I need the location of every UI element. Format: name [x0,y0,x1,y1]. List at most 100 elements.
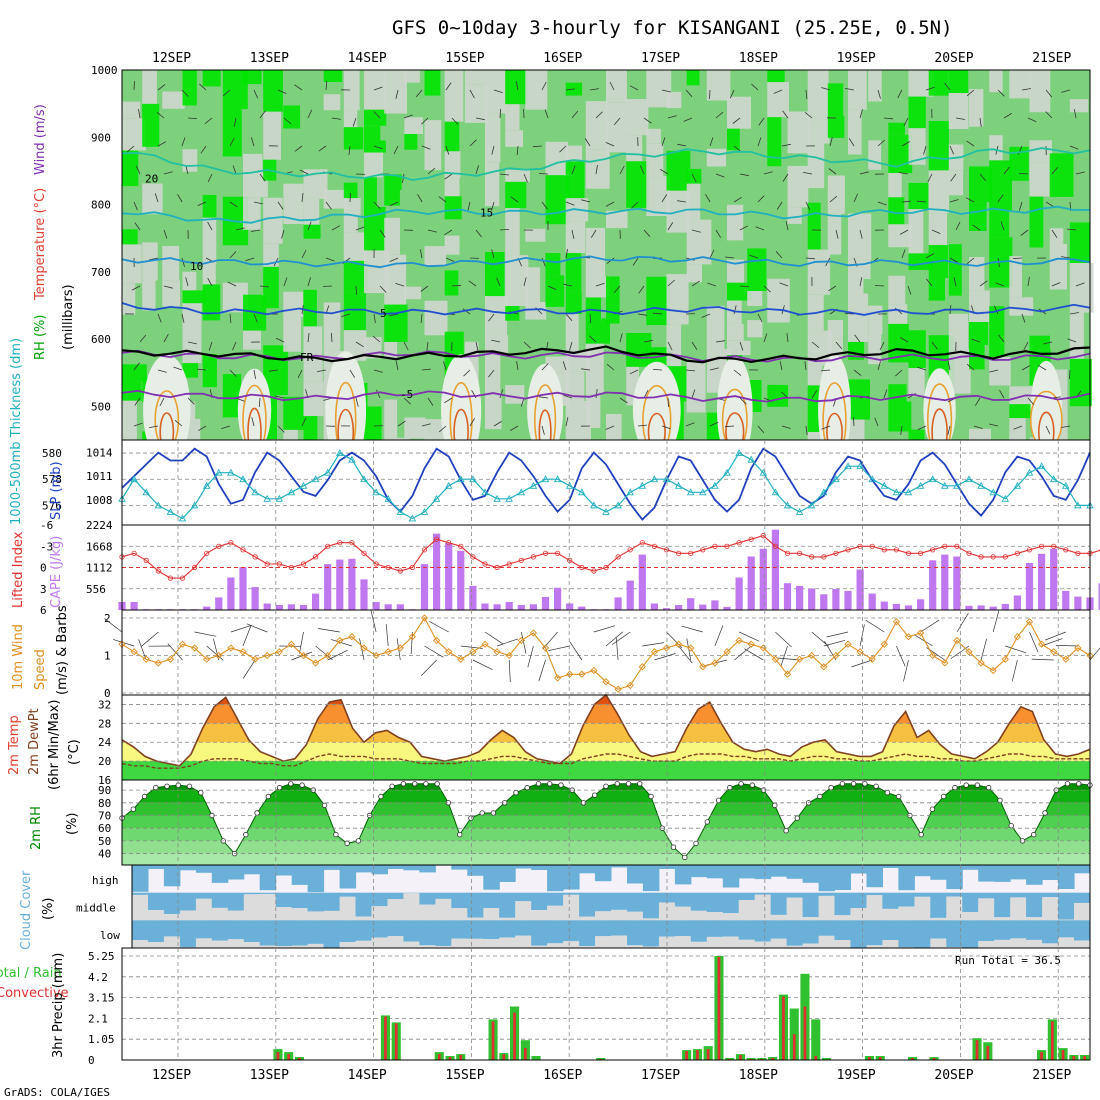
wind-barb [1023,341,1029,351]
rh-cell [706,148,726,167]
wind-barb [370,610,377,633]
thickness-point [723,468,731,476]
rh-cell [827,116,845,138]
wind-barb [403,114,413,119]
lifted-tick-label: 6 [40,604,47,617]
cloud-cell [163,892,181,915]
rh-cell [303,381,324,417]
cloud-cell [323,892,341,911]
cloud-cell [802,892,820,918]
wind-barb [157,84,166,91]
wind-barb [547,285,557,290]
wind-barb [973,425,983,429]
wind-barb [859,229,863,239]
cloud-cell [722,865,740,888]
wind-barb [859,624,865,647]
wind-speed-point [674,640,683,648]
wind-barb [1075,282,1085,287]
wind-barb [181,89,189,97]
wind-barb [138,639,147,661]
wind-barb [389,201,399,207]
rh-cell [545,141,569,176]
thickness-point [977,481,985,489]
precip-convective-bar [524,1048,527,1060]
wind-barb [429,621,449,633]
wind-barb [900,425,903,435]
cloud-cell [132,892,149,895]
wind-barb [133,422,143,427]
cloud-cell [946,865,963,890]
lifted-point [567,557,573,564]
precip-panel [122,948,1090,1060]
date-label-bottom: 20SEP [934,1068,973,1083]
cloud-cell [834,920,851,940]
wind-barb [605,201,615,207]
wind-barb [426,341,429,351]
wind-speed-point [844,640,852,648]
cloud-cell [148,892,165,911]
rh-point [299,782,305,788]
cloud-cell [499,892,516,918]
wind-barb [661,137,666,147]
wind-barb [972,224,981,231]
cloud-cell [834,865,851,890]
rh-band [122,815,1090,829]
axis-title-wind: Wind (m/s) [33,104,48,175]
wind-speed-point [590,666,598,675]
wind-barb [420,313,423,324]
wind-axis-title-2: Speed [33,649,48,690]
lifted-point [663,547,670,553]
rh-point [457,831,463,838]
rh-cell [243,153,263,173]
wind-barb [493,421,502,427]
cloud-gap [323,910,341,921]
rh-axis-label: 2m RH [29,806,44,850]
lifted-tick-label: 3 [40,583,47,596]
rh-band [122,828,1090,841]
thickness-point [1074,501,1082,509]
precip-convective-bar [1083,1056,1086,1060]
lifted-point [264,561,270,567]
precip-convective-bar [739,1055,742,1060]
wind-barb [133,201,138,211]
thickness-point [420,507,429,515]
cloud-gap [483,908,500,921]
cloud-cell [179,920,197,948]
thickness-point [1001,494,1010,502]
wind-barb [828,285,837,292]
cloud-cell [978,920,995,941]
cloud-gap [818,935,836,948]
wind-barb [811,341,820,349]
cape-bar [844,590,852,610]
rh-point [164,783,170,789]
cape-bar [566,603,574,610]
cloud-gap [627,911,644,921]
wind-speed-point [771,655,780,663]
rh-cell [848,279,864,294]
date-label-top: 15SEP [445,51,484,66]
rh-cell [686,219,712,265]
cape-bar [723,606,731,610]
wind-barb [163,171,173,175]
wind-barb [307,333,310,343]
rh-cell [162,280,180,307]
wind-speed-point [687,644,695,652]
rh-point [288,781,294,787]
wind-barb [438,196,447,203]
wind-barb [835,229,839,239]
wind-barb [733,369,742,376]
wind-barb [739,225,749,231]
wind-barb [605,142,615,147]
cloud-cell [275,865,293,876]
wind-barb [691,229,701,233]
thickness-point [541,475,550,483]
wind-speed-point [263,651,271,660]
cloud-cell [451,865,468,870]
lifted-point [312,554,319,560]
cloud-gap [611,935,628,948]
thickness-point [771,488,780,496]
cape-bar [892,603,900,610]
wind-barb [187,397,195,405]
precip-total-bar [531,1056,541,1060]
cape-bar [1062,590,1070,610]
